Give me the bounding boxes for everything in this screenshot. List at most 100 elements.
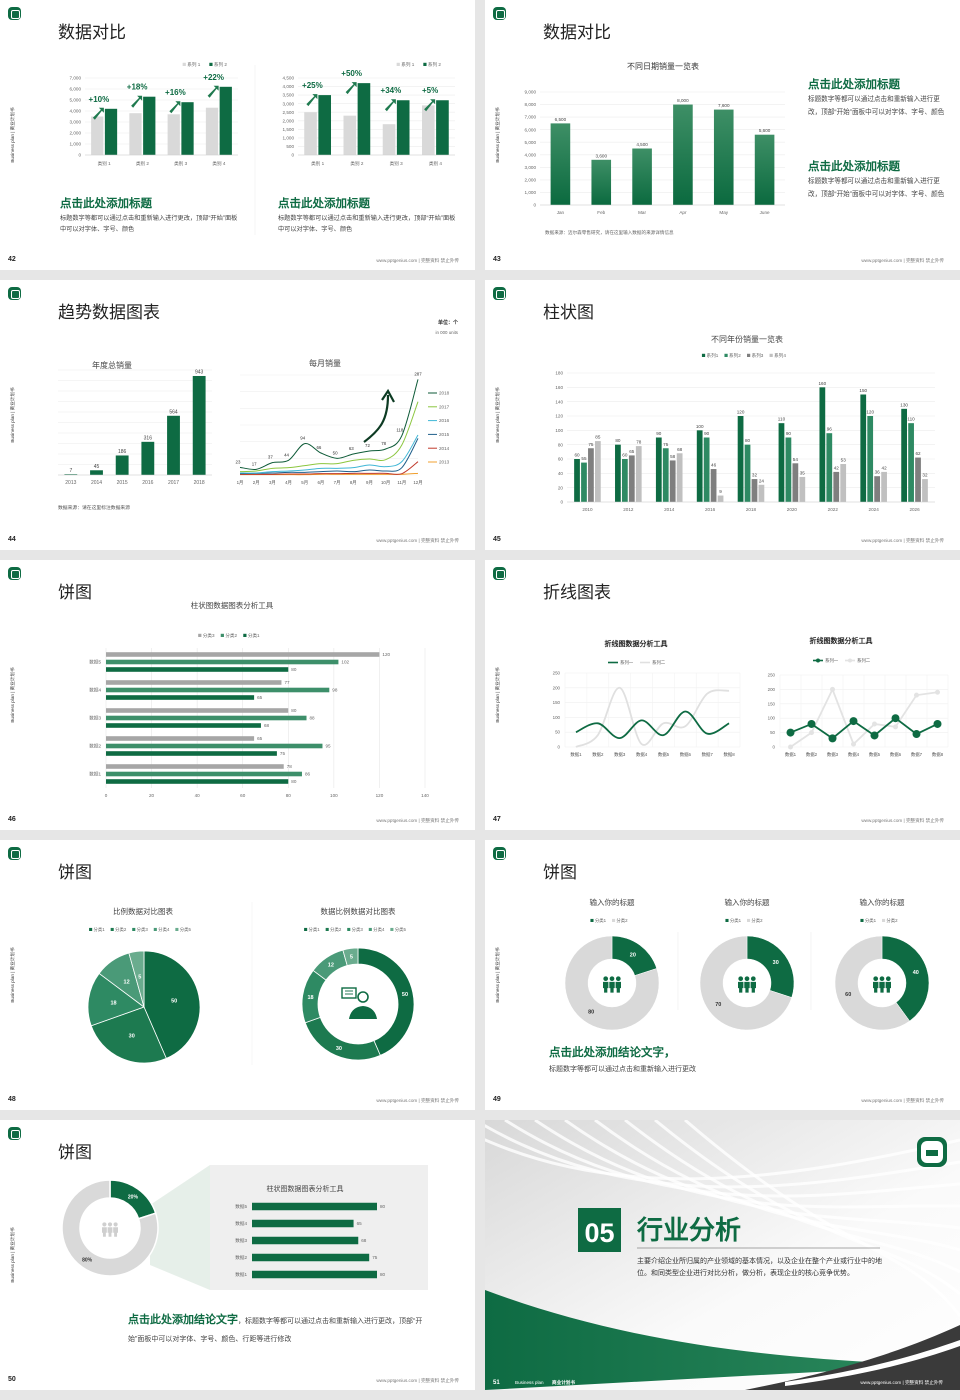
slide-48[interactable]: 比例数据对比图表 数据比例数据对比图表 分类1 分类2 分类3 分类4 分类5 分类1 分类2 分…: [0, 840, 475, 1110]
slide-title: 柱状图: [543, 303, 594, 322]
y-tick-label: 2,000: [283, 118, 295, 123]
bar: [621, 459, 628, 502]
bar: [785, 437, 792, 502]
x-tick-label: 类别 4: [212, 160, 225, 167]
x-tick-label: 数据5: [869, 751, 881, 758]
x-tick-label: 2020: [787, 507, 798, 512]
slide-45[interactable]: 不同年份销量一览表 系列1 系列2 系列3 系列4 0 20 40 60 80 100 120 140 1…: [485, 280, 960, 550]
slide-43[interactable]: 不同日期销量一览表 0 1,000 2,000 3,000 4,000 5,000 6,000…: [485, 0, 960, 270]
emblem-logo-icon: [917, 1137, 947, 1167]
people-group-icon: [738, 976, 756, 993]
x-tick-label: 2026: [909, 507, 920, 512]
footer-text: www.pptgenius.com | 完整资料 禁止外传: [861, 258, 944, 263]
bar: [106, 743, 323, 749]
legend-label: 系列二: [652, 659, 666, 666]
pie-slice: [61, 1179, 159, 1277]
legend-label: 分类4: [373, 926, 385, 933]
slide-50[interactable]: 柱状图数据图表分析工具 数据1 80 数据2 75 数据3 68 数据4 65 数据5 80 20% 8…: [0, 1120, 475, 1390]
bar: [129, 113, 142, 155]
y-tick-label: 250: [553, 671, 561, 676]
bar: [106, 751, 277, 756]
bar: [581, 462, 587, 502]
data-label: 35: [800, 470, 806, 475]
legend: 系列一 系列二: [813, 657, 871, 664]
data-label: 90: [656, 431, 662, 436]
trend-arrow-icon: [363, 394, 390, 443]
data-label: 80: [380, 1272, 386, 1277]
bar: [635, 446, 642, 502]
bar: [318, 95, 332, 155]
data-label: 88: [310, 716, 316, 721]
x-tick-label: 2016: [142, 480, 153, 486]
data-label: 75: [588, 442, 594, 447]
legend: 系列一 系列二: [608, 659, 666, 666]
green-swoosh: [485, 1290, 945, 1390]
y-tick-label: 0: [560, 500, 563, 505]
y-tick-label: 500: [286, 144, 294, 149]
slide-42[interactable]: 0 1,000 2,000 3,000 4,000 5,000 6,000 7,000 类别 1…: [0, 0, 475, 270]
brand-vertical-text: Business plan | 商业计划书: [10, 667, 15, 723]
data-label: 72: [365, 443, 370, 448]
page-number: 48: [8, 1096, 16, 1103]
slide-49[interactable]: 输入你的标题 分类1 分类2 20 80 输入你的标题 分类1 分类2 30 70 输入你的标题 分类…: [485, 840, 960, 1110]
slide-51[interactable]: 05 行业分析 51 Business plan 商业计划书 www.pptgenius.…: [485, 1120, 960, 1390]
bar: [628, 455, 635, 502]
people-group-icon: [873, 976, 891, 993]
bar: [167, 114, 180, 155]
legend-label: 2015: [439, 432, 450, 437]
slide-title: 饼图: [543, 863, 577, 882]
bar: [436, 100, 449, 155]
x-tick-label: 类别 1: [98, 160, 111, 167]
legend-swatch: [304, 927, 308, 931]
pie-slice: [87, 972, 145, 1027]
data-label: 85: [595, 435, 601, 440]
data-label: 80: [380, 1204, 386, 1209]
slide-46[interactable]: 柱状图数据图表分析工具 分类3 分类2 分类1 0 20 40 60 80 100 120 140 数据…: [0, 560, 475, 830]
data-label: 32: [752, 473, 758, 478]
legend-swatch: [243, 633, 247, 637]
x-tick-label: 2018: [746, 507, 757, 512]
data-label: 5: [350, 954, 353, 960]
decorative-curve: [654, 1120, 960, 1296]
source-note: 数据来源：迈尔森零售研究，请在这里输入数据的来源详情信息: [545, 229, 674, 236]
x-tick-label: Mar: [638, 210, 646, 215]
x-tick-label: 2017: [168, 480, 179, 486]
brand-vertical-text: Business plan | 商业计划书: [10, 1227, 15, 1283]
bar: [106, 695, 255, 700]
bar: [550, 123, 571, 205]
bar: [710, 469, 717, 502]
section-number: 05: [584, 1218, 614, 1248]
legend-label: 分类2: [115, 926, 127, 933]
growth-arrow-icon: [92, 107, 104, 120]
slide-canvas: 0 1,000 2,000 3,000 4,000 5,000 6,000 7,000 类别 1…: [70, 61, 455, 235]
data-label: 78: [636, 440, 642, 445]
data-point: [807, 719, 816, 728]
y-tick-label: 1,000: [283, 135, 295, 140]
y-tick-label: 150: [768, 701, 776, 706]
data-label: 70: [715, 1002, 721, 1008]
bar: [717, 495, 724, 502]
x-tick-label: 12月: [413, 480, 422, 486]
chart-title: 折线图数据分析工具: [605, 639, 668, 648]
legend-swatch: [347, 927, 351, 931]
legend-swatch: [132, 927, 136, 931]
x-tick-label: 数据7: [702, 751, 714, 758]
data-label: 58: [670, 454, 676, 459]
growth-label: +22%: [203, 73, 224, 82]
bar: [819, 387, 826, 502]
brand-cn: 商业计划书: [552, 1379, 575, 1386]
x-tick-label: 2018: [194, 480, 205, 486]
slide-44[interactable]: 单位：个 in 000 units 年度总销量 每月销量 2013 7 2014 45 2015…: [0, 280, 475, 550]
bar: [676, 453, 683, 502]
legend-label: 系列一: [620, 659, 634, 666]
slide-47[interactable]: 折线图数据分析工具 折线图数据分析工具 系列一 系列二 系列一 系列二 0 50 100 150 2…: [485, 560, 960, 830]
data-label: 50: [171, 999, 177, 1005]
y-tick-label: 200: [553, 685, 561, 690]
x-tick-label: 2012: [623, 507, 634, 512]
bar: [357, 83, 371, 155]
data-label: 40: [913, 970, 919, 976]
x-tick-label: 数据7: [911, 751, 923, 758]
data-label: 120: [866, 410, 874, 415]
